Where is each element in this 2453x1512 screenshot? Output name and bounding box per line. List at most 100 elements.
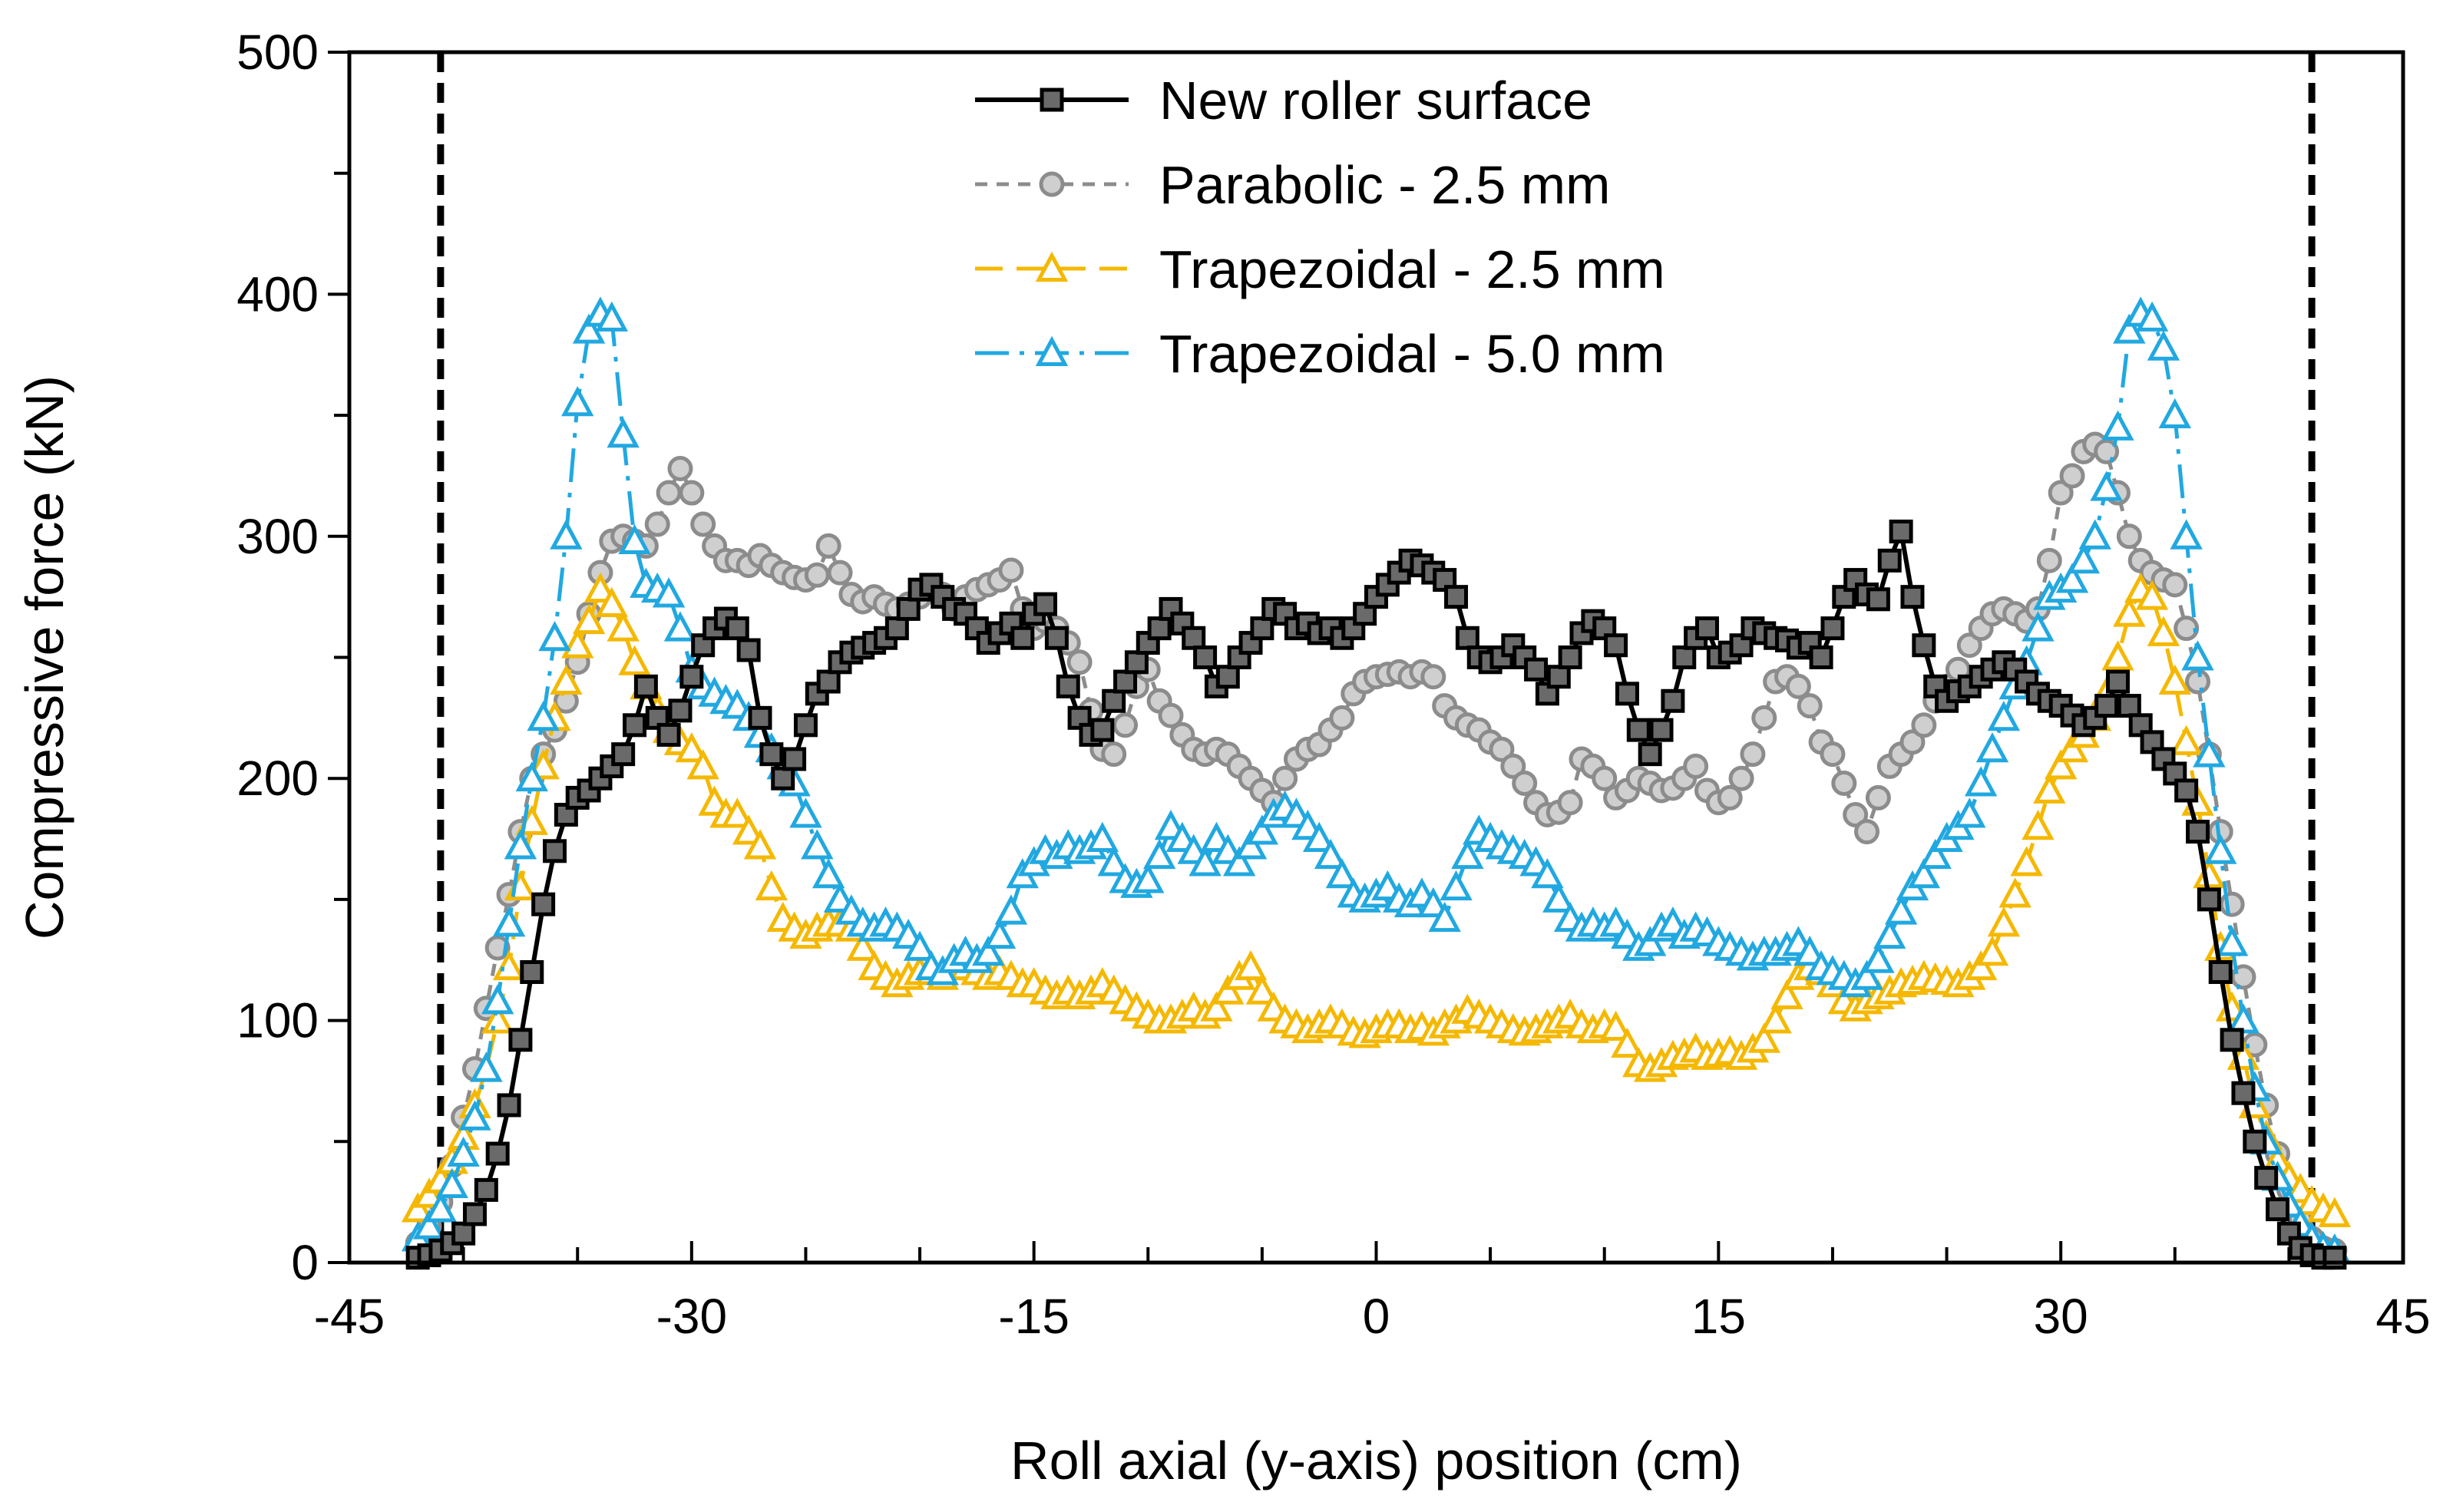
data-point-trapezoidal-2-5-mm: [595, 586, 628, 618]
data-point-parabolic-2-5-mm: [2048, 480, 2074, 506]
y-tick-label: 300: [236, 509, 319, 564]
data-point-parabolic-2-5-mm: [1956, 632, 1982, 659]
data-point-trapezoidal-5-0-mm: [527, 701, 560, 731]
data-point-trapezoidal-2-5-mm: [492, 949, 526, 981]
data-point-trapezoidal-5-0-mm: [1907, 858, 1941, 889]
data-point-parabolic-2-5-mm: [1101, 741, 1127, 768]
data-point-new-roller-surface: [1672, 645, 1697, 669]
data-point-trapezoidal-2-5-mm: [607, 611, 640, 642]
data-point-parabolic-2-5-mm: [1740, 741, 1766, 768]
data-point-new-roller-surface: [679, 665, 704, 689]
data-point-trapezoidal-2-5-mm: [401, 1192, 435, 1223]
data-point-parabolic-2-5-mm: [827, 560, 853, 586]
data-point-trapezoidal-2-5-mm: [1759, 1003, 1792, 1034]
data-point-trapezoidal-5-0-mm: [424, 1192, 458, 1223]
data-point-trapezoidal-5-0-mm: [1884, 894, 1918, 925]
data-point-trapezoidal-5-0-mm: [1451, 838, 1484, 870]
data-point-trapezoidal-5-0-mm: [2090, 470, 2123, 501]
data-point-new-roller-surface: [633, 674, 658, 698]
data-point-new-roller-surface: [451, 1221, 476, 1246]
data-point-new-roller-surface: [1820, 616, 1845, 641]
data-point-new-roller-surface: [1182, 626, 1206, 650]
data-point-trapezoidal-2-5-mm: [2147, 616, 2180, 646]
data-point-trapezoidal-2-5-mm: [1975, 936, 2009, 966]
data-point-trapezoidal-5-0-mm: [1234, 829, 1268, 860]
data-point-trapezoidal-5-0-mm: [1953, 797, 1986, 828]
data-point-new-roller-surface: [816, 669, 841, 694]
data-point-new-roller-surface: [1250, 616, 1274, 641]
data-point-trapezoidal-2-5-mm: [2135, 579, 2169, 610]
data-point-trapezoidal-2-5-mm: [1245, 974, 1279, 1005]
data-point-trapezoidal-5-0-mm: [663, 611, 697, 642]
data-point-trapezoidal-2-5-mm: [2113, 596, 2146, 627]
data-point-new-roller-surface: [1694, 616, 1719, 641]
data-point-new-roller-surface: [1044, 626, 1069, 650]
data-point-trapezoidal-2-5-mm: [1998, 877, 2031, 908]
data-point-new-roller-surface: [497, 1093, 521, 1117]
y-tick-label: 0: [291, 1235, 319, 1290]
x-tick-label: -45: [314, 1289, 385, 1344]
data-point-parabolic-2-5-mm: [1112, 712, 1139, 738]
data-point-trapezoidal-2-5-mm: [2170, 725, 2203, 755]
data-point-parabolic-2-5-mm: [1865, 784, 1891, 810]
x-tick-label: -15: [998, 1289, 1069, 1344]
data-point-new-roller-surface: [2322, 1246, 2347, 1270]
data-point-trapezoidal-5-0-mm: [2147, 330, 2180, 361]
data-point-trapezoidal-2-5-mm: [1770, 979, 1803, 1010]
data-point-trapezoidal-5-0-mm: [972, 936, 1005, 966]
data-point-parabolic-2-5-mm: [667, 455, 693, 481]
data-point-trapezoidal-2-5-mm: [1747, 1022, 1780, 1053]
data-point-trapezoidal-5-0-mm: [652, 577, 686, 608]
data-point-trapezoidal-2-5-mm: [2055, 732, 2089, 763]
data-point-trapezoidal-5-0-mm: [470, 1051, 503, 1082]
data-point-trapezoidal-5-0-mm: [458, 1100, 491, 1131]
axis-ticks: [328, 51, 2405, 1264]
data-point-trapezoidal-5-0-mm: [618, 523, 651, 555]
data-point-new-roller-surface: [474, 1177, 498, 1202]
data-point-trapezoidal-5-0-mm: [983, 918, 1017, 949]
legend-marker-trapezoidal-5-0-mm: [1035, 335, 1069, 366]
data-point-new-roller-surface: [2254, 1166, 2279, 1190]
data-point-new-roller-surface: [1912, 633, 1936, 658]
data-point-new-roller-surface: [1889, 519, 1913, 543]
data-point-trapezoidal-2-5-mm: [1234, 949, 1268, 981]
data-point-parabolic-2-5-mm: [656, 480, 682, 506]
data-point-parabolic-2-5-mm: [1557, 790, 1583, 816]
data-point-trapezoidal-2-5-mm: [1987, 906, 2021, 937]
x-axis-title: Roll axial (y-axis) position (cm): [1010, 1431, 1742, 1491]
data-point-trapezoidal-2-5-mm: [1611, 1027, 1644, 1058]
data-point-trapezoidal-5-0-mm: [1222, 846, 1256, 876]
data-point-new-roller-surface: [531, 892, 556, 916]
series-trapezoidal-2-5-mm: [401, 572, 2352, 1227]
data-point-new-roller-surface: [896, 596, 921, 621]
data-point-trapezoidal-5-0-mm: [2022, 611, 2055, 642]
data-point-trapezoidal-5-0-mm: [1919, 838, 1952, 870]
data-point-new-roller-surface: [462, 1202, 487, 1226]
data-point-trapezoidal-5-0-mm: [1440, 870, 1473, 901]
data-point-parabolic-2-5-mm: [1158, 702, 1184, 728]
legend-label-new-roller-surface: New roller surface: [1159, 71, 1592, 130]
data-point-trapezoidal-5-0-mm: [2193, 737, 2226, 768]
data-point-trapezoidal-2-5-mm: [561, 628, 594, 659]
data-point-new-roller-surface: [1147, 616, 1172, 641]
legend-label-parabolic-2-5-mm: Parabolic - 2.5 mm: [1159, 155, 1610, 215]
data-point-trapezoidal-5-0-mm: [1542, 882, 1575, 913]
data-point-trapezoidal-5-0-mm: [2055, 563, 2089, 593]
data-point-new-roller-surface: [2174, 778, 2199, 803]
data-point-parabolic-2-5-mm: [1751, 705, 1777, 731]
data-point-parabolic-2-5-mm: [1785, 673, 1811, 699]
data-point-new-roller-surface: [1124, 650, 1149, 675]
data-point-new-roller-surface: [2208, 960, 2233, 985]
data-point-trapezoidal-2-5-mm: [721, 797, 754, 828]
data-point-parabolic-2-5-mm: [1272, 765, 1298, 791]
data-point-new-roller-surface: [1444, 585, 1469, 609]
data-point-parabolic-2-5-mm: [2036, 547, 2062, 573]
data-point-trapezoidal-5-0-mm: [2170, 519, 2203, 550]
data-point-trapezoidal-5-0-mm: [1188, 846, 1222, 876]
data-point-new-roller-surface: [782, 747, 807, 771]
data-point-new-roller-surface: [2105, 669, 2130, 694]
data-point-parabolic-2-5-mm: [1066, 649, 1093, 675]
data-point-new-roller-surface: [1604, 633, 1628, 658]
data-point-trapezoidal-5-0-mm: [492, 906, 526, 937]
data-point-parabolic-2-5-mm: [1820, 741, 1846, 768]
